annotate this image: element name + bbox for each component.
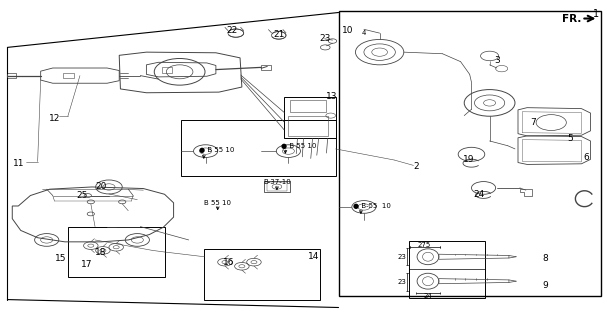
Text: 8: 8 — [542, 254, 548, 263]
Text: 14: 14 — [308, 252, 319, 261]
Text: 9: 9 — [542, 281, 548, 290]
Bar — [205, 250, 320, 300]
Text: 23: 23 — [398, 254, 407, 260]
Text: 16: 16 — [223, 258, 234, 267]
Bar — [7, 73, 16, 78]
Bar — [264, 180, 290, 192]
Text: 1: 1 — [593, 9, 599, 19]
Bar — [288, 116, 328, 136]
Text: 22: 22 — [226, 26, 238, 35]
Text: 24: 24 — [424, 293, 432, 299]
Text: 25: 25 — [76, 191, 87, 200]
Text: B 55 10: B 55 10 — [204, 200, 231, 206]
Text: 15: 15 — [55, 254, 66, 263]
Bar — [290, 100, 326, 112]
Bar — [267, 182, 287, 191]
Text: ● B-55  10: ● B-55 10 — [353, 203, 391, 209]
Text: 7: 7 — [531, 118, 536, 127]
Text: 11: 11 — [13, 159, 24, 168]
Text: 12: 12 — [49, 114, 60, 123]
Text: 4: 4 — [362, 30, 366, 36]
Text: 18: 18 — [95, 248, 106, 257]
Text: 21: 21 — [273, 30, 285, 39]
Text: ● B 55 10: ● B 55 10 — [199, 148, 234, 154]
Bar — [181, 120, 336, 176]
Text: 2: 2 — [413, 163, 419, 172]
Text: 24: 24 — [473, 190, 484, 199]
Bar — [63, 73, 74, 78]
Text: 275: 275 — [418, 242, 431, 248]
Text: 3: 3 — [494, 56, 500, 65]
Bar — [68, 227, 165, 277]
Bar — [161, 67, 172, 73]
Bar — [409, 241, 485, 298]
Bar — [261, 65, 271, 69]
Bar — [284, 97, 336, 139]
Text: 13: 13 — [326, 92, 337, 101]
Text: 19: 19 — [463, 155, 474, 164]
Text: FR.: FR. — [562, 13, 582, 23]
Text: 17: 17 — [81, 260, 93, 269]
Text: 5: 5 — [568, 134, 574, 143]
Text: 23: 23 — [398, 279, 407, 285]
Text: 6: 6 — [583, 153, 589, 162]
Text: 10: 10 — [342, 26, 353, 35]
Bar — [339, 11, 601, 296]
Text: 20: 20 — [95, 181, 107, 190]
Text: 23: 23 — [319, 34, 330, 43]
Text: B-37-10: B-37-10 — [263, 179, 291, 185]
Text: ● B 55 10: ● B 55 10 — [280, 143, 316, 149]
